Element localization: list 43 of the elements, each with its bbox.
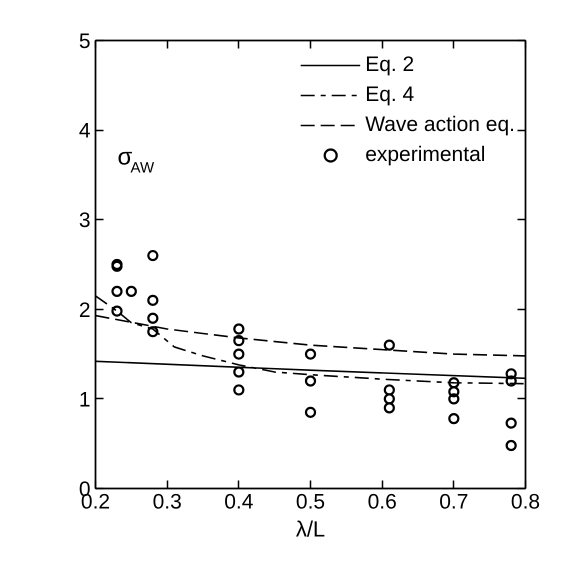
y-tick-label: 4 [78,120,91,143]
y-tick-label: 3 [78,209,91,232]
y-tick-label: 5 [78,30,91,53]
y-tick-label: 2 [78,298,91,322]
legend-label: Wave action eq. [365,112,515,138]
y-tick-label: 1 [78,388,91,412]
x-tick-label: 0.7 [439,490,468,514]
point [233,335,244,346]
point [384,384,395,396]
point [111,306,123,317]
point [448,377,460,388]
x-axis-title: λ/L [296,516,326,542]
point [384,402,395,414]
legend-label: experimental [365,142,486,168]
point [233,348,244,360]
point [233,384,244,396]
point [304,375,316,387]
point [111,286,123,297]
legend-label: Eq. 4 [365,82,414,108]
point [147,312,158,324]
legend-label: Eq. 2 [365,52,414,78]
point [147,326,158,338]
point [448,413,460,424]
x-tick-label: 0.5 [296,490,326,514]
point [233,366,244,378]
point [448,393,460,404]
point [506,375,517,387]
x-tick-label: 0.4 [224,490,254,514]
x-tick-label: 0.8 [510,490,540,514]
point [304,406,316,418]
point [506,368,517,380]
point [384,393,395,404]
point [147,294,158,306]
point [506,418,517,429]
point [384,340,395,351]
point [506,440,517,452]
point [126,286,137,297]
point [233,323,244,335]
point [304,348,316,360]
x-tick-label: 0.3 [152,490,182,514]
x-tick-label: 0.6 [368,490,397,514]
point [147,250,158,262]
point [448,386,460,398]
